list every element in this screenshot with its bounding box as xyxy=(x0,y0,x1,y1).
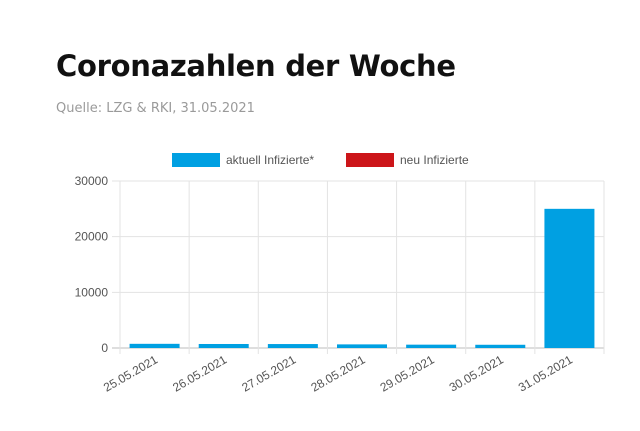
chart-bars xyxy=(129,208,595,348)
y-axis: 0 10000 20000 30000 xyxy=(75,174,109,355)
y-tick-label-2: 20000 xyxy=(75,230,109,244)
x-axis: 25.05.2021 26.05.2021 27.05.2021 28.05.2021… xyxy=(101,352,575,394)
legend-label-1[interactable]: neu Infizierte xyxy=(400,153,469,167)
page-title: Coronazahlen der Woche xyxy=(56,49,456,83)
x-tick-label-0: 25.05.2021 xyxy=(101,352,160,394)
bar-2[interactable] xyxy=(267,344,318,348)
x-tick-label-1: 26.05.2021 xyxy=(170,352,229,394)
bar-0[interactable] xyxy=(129,343,180,348)
bar-1[interactable] xyxy=(198,343,249,348)
chart-legend: aktuell Infizierte* neu Infizierte xyxy=(172,153,469,167)
legend-swatch-0[interactable] xyxy=(172,153,220,167)
x-tick-label-5: 30.05.2021 xyxy=(447,352,506,394)
bar-4[interactable] xyxy=(406,344,457,348)
y-tick-label-0: 0 xyxy=(101,341,108,355)
x-tick-label-2: 27.05.2021 xyxy=(239,352,298,394)
x-tick-label-4: 29.05.2021 xyxy=(378,352,437,394)
source-caption: Quelle: LZG & RKI, 31.05.2021 xyxy=(56,101,255,116)
bar-6[interactable] xyxy=(544,208,595,348)
chart-grid xyxy=(112,180,605,354)
bar-5[interactable] xyxy=(475,344,526,348)
y-tick-label-3: 30000 xyxy=(75,174,109,188)
bar-3[interactable] xyxy=(337,344,387,348)
y-tick-label-1: 10000 xyxy=(75,285,109,299)
legend-label-0[interactable]: aktuell Infizierte* xyxy=(226,153,314,167)
x-tick-label-3: 28.05.2021 xyxy=(308,352,367,394)
x-tick-label-6: 31.05.2021 xyxy=(516,352,575,394)
legend-swatch-1[interactable] xyxy=(346,153,394,167)
